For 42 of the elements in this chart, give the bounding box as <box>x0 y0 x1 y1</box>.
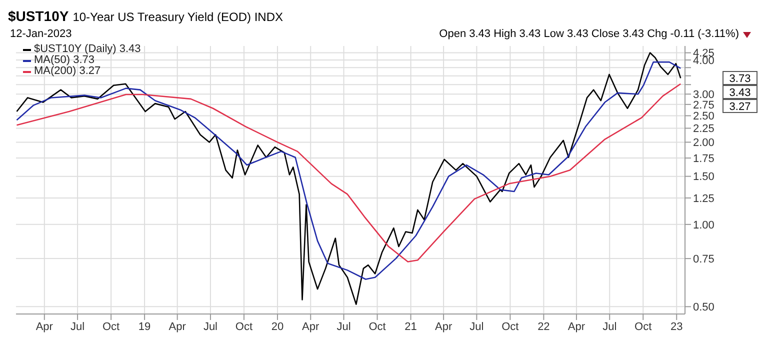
x-tick-label: 23 <box>670 320 683 333</box>
x-tick-label: Jul <box>336 320 351 333</box>
x-tick-label: 22 <box>538 320 550 333</box>
x-tick-label: Oct <box>634 320 652 333</box>
x-tick-label: Apr <box>302 320 320 333</box>
y-tick-label: 2.75 <box>693 99 714 112</box>
text: 3.73 <box>729 73 751 85</box>
x-tick-label: Apr <box>36 320 54 333</box>
text: 3.27 <box>729 101 751 113</box>
x-tick-label: Oct <box>502 320 519 333</box>
y-tick-label: 1.50 <box>693 171 714 184</box>
x-tick-label: 21 <box>404 320 417 333</box>
y-tick-label: 1.00 <box>693 219 714 232</box>
x-tick-label: Apr <box>568 320 586 333</box>
y-tick-label: 3.00 <box>693 89 714 102</box>
y-tick-label: 2.50 <box>693 110 714 123</box>
x-tick-label: Jul <box>203 320 218 333</box>
x-tick-label: 20 <box>271 320 284 333</box>
text: Open 3.43 High 3.43 Low 3.43 Close 3.43 Chg -0.11 (-3.11%) <box>439 28 739 40</box>
y-tick-label: 0.75 <box>693 253 714 266</box>
x-tick-label: Oct <box>102 320 120 333</box>
x-tick-label: Apr <box>434 320 452 333</box>
x-tick-label: Jul <box>602 320 617 333</box>
y-tick-label: 0.50 <box>693 302 714 314</box>
x-tick-label: Apr <box>168 320 186 333</box>
chart-title: $UST10Y <box>8 8 69 24</box>
chart-subtitle: 10-Year US Treasury Yield (EOD) INDX <box>72 10 284 24</box>
legend-label: MA(50) 3.73 <box>34 54 95 66</box>
x-tick-label: Oct <box>368 320 386 333</box>
x-tick-label: Jul <box>70 320 85 333</box>
x-tick-label: Oct <box>235 320 253 333</box>
text: 12-Jan-2023 <box>10 28 72 40</box>
y-tick-label: 1.25 <box>693 192 714 205</box>
legend-label: MA(200) 3.27 <box>34 65 101 77</box>
y-tick-label: 2.00 <box>693 137 714 150</box>
y-tick-label: 2.25 <box>693 123 714 136</box>
x-tick-label: Jul <box>470 320 484 333</box>
text: 3.43 <box>729 87 751 99</box>
y-tick-label: 1.75 <box>693 152 714 165</box>
legend-label: $UST10Y (Daily) 3.43 <box>34 43 141 55</box>
x-tick-label: 19 <box>138 320 151 333</box>
line-series <box>16 83 682 262</box>
